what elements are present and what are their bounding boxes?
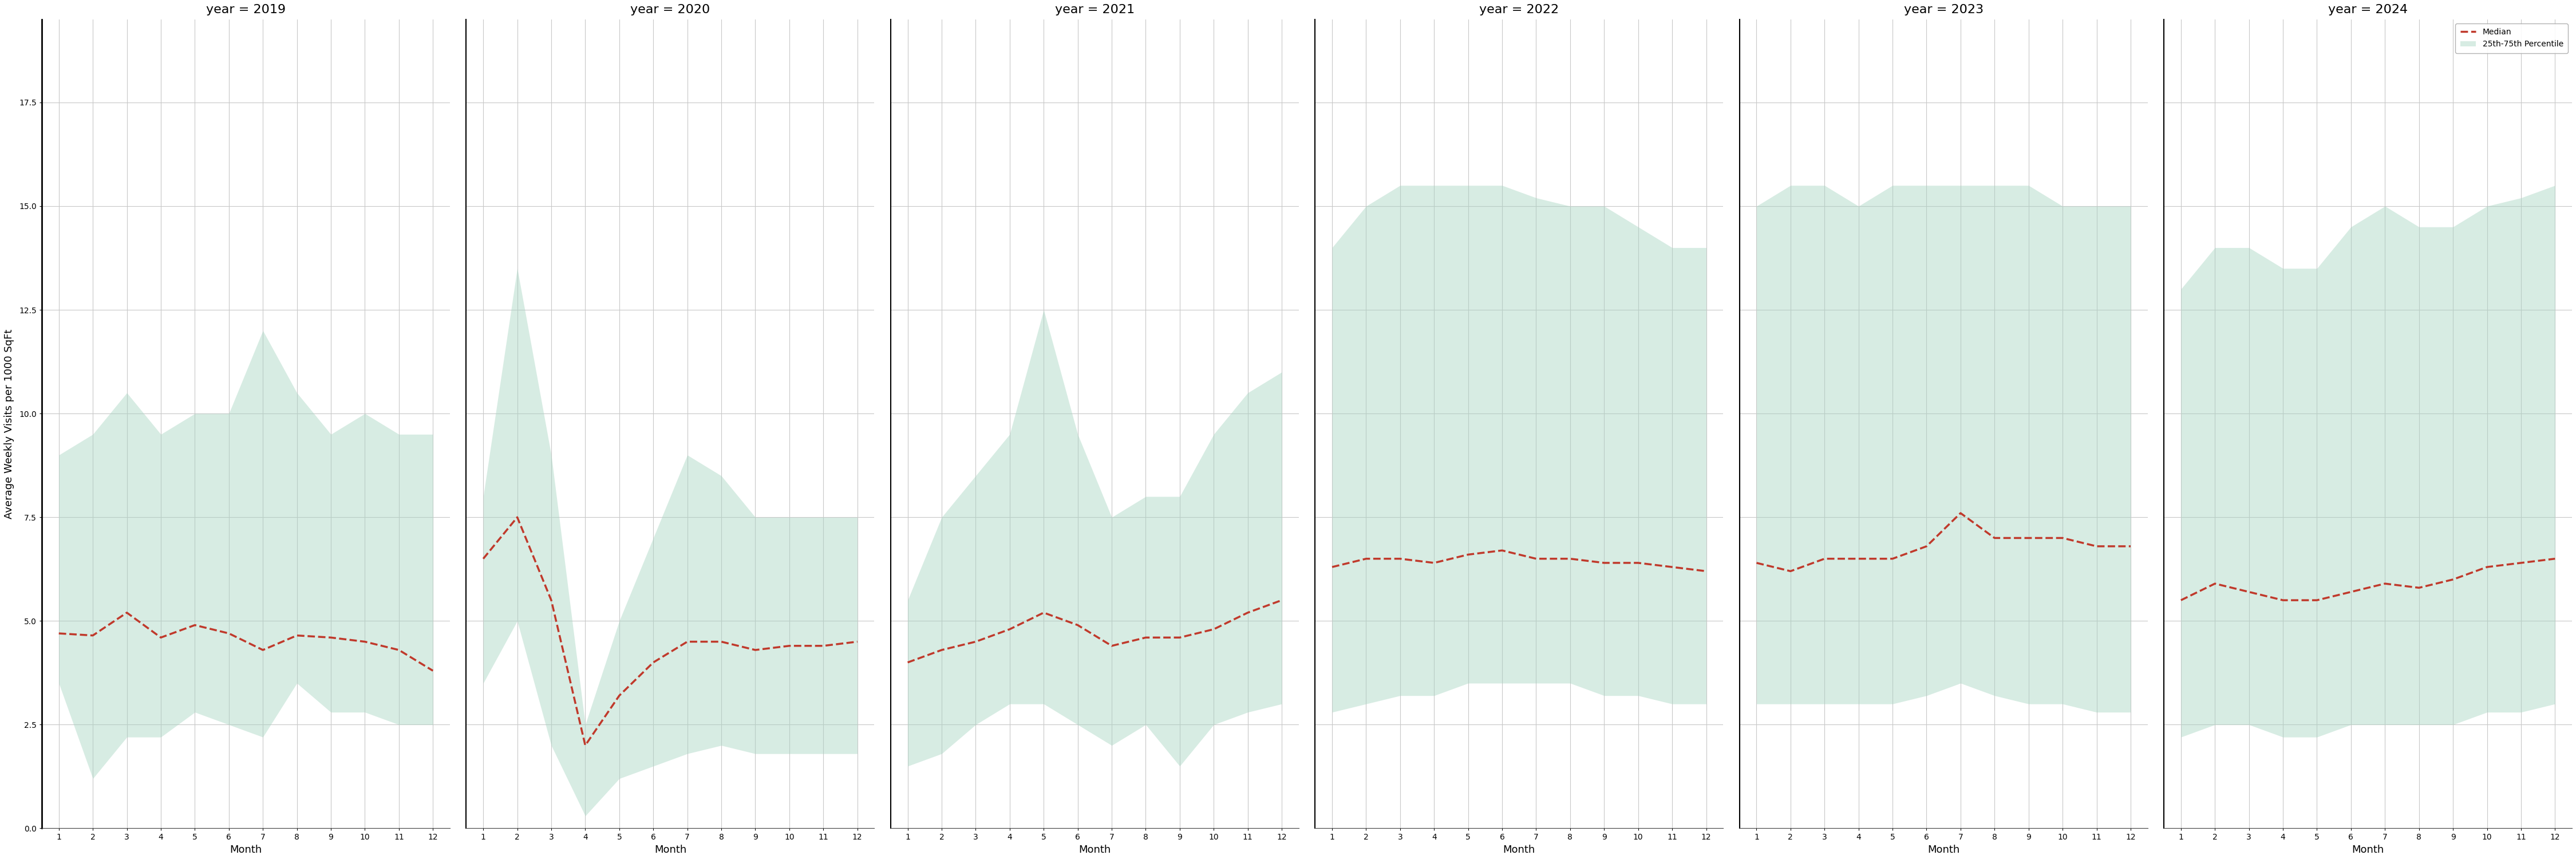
Legend: Median, 25th-75th Percentile: Median, 25th-75th Percentile [2455, 23, 2568, 53]
X-axis label: Month: Month [654, 844, 685, 855]
X-axis label: Month: Month [1502, 844, 1535, 855]
Title: year = 2021: year = 2021 [1056, 4, 1133, 15]
Title: year = 2024: year = 2024 [2329, 4, 2409, 15]
Title: year = 2019: year = 2019 [206, 4, 286, 15]
X-axis label: Month: Month [1927, 844, 1960, 855]
Title: year = 2023: year = 2023 [1904, 4, 1984, 15]
X-axis label: Month: Month [2352, 844, 2383, 855]
Y-axis label: Average Weekly Visits per 1000 SqFt: Average Weekly Visits per 1000 SqFt [5, 329, 15, 519]
Title: year = 2022: year = 2022 [1479, 4, 1558, 15]
Title: year = 2020: year = 2020 [631, 4, 711, 15]
X-axis label: Month: Month [1079, 844, 1110, 855]
X-axis label: Month: Month [229, 844, 263, 855]
